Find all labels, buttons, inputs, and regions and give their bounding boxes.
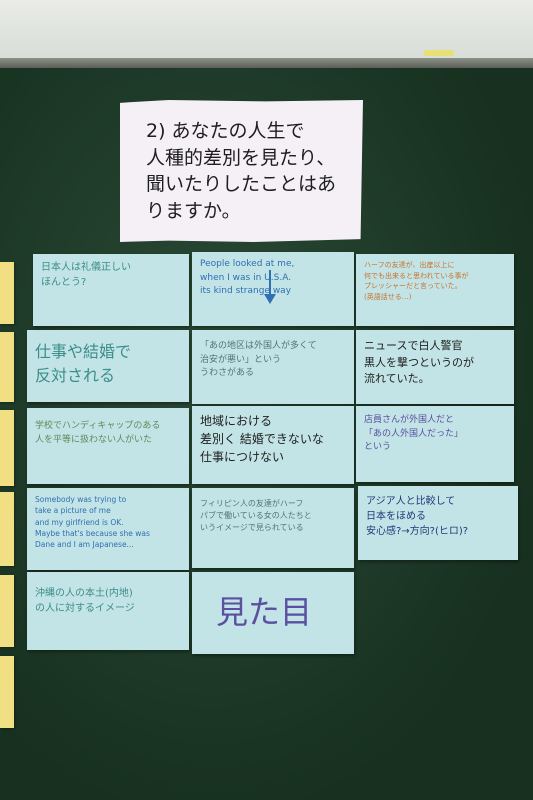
answer-text: フィリピン人の友達がハーフ パブで働いている女の人たちと いうイメージで見られて… <box>200 499 312 532</box>
answer-text: 学校でハンディキャップのある 人を平等に扱わない人がいた <box>35 421 161 445</box>
answer-text: 店員さんが外国人だと 「あの人外国人だった」 という <box>364 415 464 452</box>
yellow-note <box>0 332 14 402</box>
chalk-piece <box>424 50 454 56</box>
answer-text: 沖縄の人の本土(内地) の人に対するイメージ <box>35 588 135 614</box>
yellow-note <box>0 262 14 324</box>
yellow-note <box>0 410 14 486</box>
answer-text: ハーフの友達が、出産以上に 何でも出来ると思われている事が プレッシャーだと言っ… <box>364 261 469 301</box>
yellow-note <box>0 492 14 566</box>
answer-card-6: ニュースで白人警官 黒人を撃つというのが 流れていた。 <box>356 330 514 404</box>
chalk-ledge <box>0 58 533 68</box>
yellow-note <box>0 575 14 647</box>
answer-text: ニュースで白人警官 黒人を撃つというのが 流れていた。 <box>364 339 474 385</box>
answer-card-5: 「あの地区は外国人が多くて 治安が悪い」という うわさがある <box>192 330 354 404</box>
answer-text: 日本人は礼儀正しい ほんとう? <box>41 262 131 288</box>
yellow-note <box>0 656 14 728</box>
answer-text: 「あの地区は外国人が多くて 治安が悪い」という うわさがある <box>200 341 317 378</box>
answer-card-4: 仕事や結婚で 反対される <box>27 330 189 402</box>
answer-card-9: 店員さんが外国人だと 「あの人外国人だった」 という <box>356 406 514 482</box>
answer-text: 地域における 差別く 結婚できないな 仕事につけない <box>200 414 324 464</box>
answer-card-7: 学校でハンディキャップのある 人を平等に扱わない人がいた <box>27 408 189 484</box>
answer-text: アジア人と比較して 日本をほめる 安心感?→方向?(ヒロ)? <box>366 496 469 537</box>
answer-text: 見た目 <box>216 593 313 631</box>
answer-text: 仕事や結婚で 反対される <box>35 342 132 385</box>
answer-card-12: アジア人と比較して 日本をほめる 安心感?→方向?(ヒロ)? <box>358 486 518 560</box>
answer-card-8: 地域における 差別く 結婚できないな 仕事につけない <box>192 406 354 484</box>
answer-text: People looked at me, when I was in U.S.A… <box>200 259 295 296</box>
answer-card-3: ハーフの友達が、出産以上に 何でも出来ると思われている事が プレッシャーだと言っ… <box>356 254 514 326</box>
question-card: 2) あなたの人生で 人種的差別を見たり、 聞いたりしたことはありますか。 <box>120 100 363 242</box>
answer-card-1: 日本人は礼儀正しい ほんとう? <box>33 254 189 326</box>
arrow-icon <box>264 270 276 304</box>
answer-card-2: People looked at me, when I was in U.S.A… <box>192 252 354 326</box>
answer-card-11: フィリピン人の友達がハーフ パブで働いている女の人たちと いうイメージで見られて… <box>192 488 354 568</box>
answer-card-10: Somebody was trying to take a picture of… <box>27 488 189 570</box>
answer-text: Somebody was trying to take a picture of… <box>35 495 150 549</box>
answer-card-13: 沖縄の人の本土(内地) の人に対するイメージ <box>27 572 189 650</box>
answer-card-14: 見た目 <box>192 572 354 654</box>
